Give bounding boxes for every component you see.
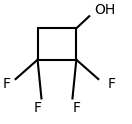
Text: F: F: [107, 77, 115, 91]
Text: OH: OH: [94, 3, 116, 17]
Text: F: F: [72, 101, 80, 115]
Text: F: F: [3, 77, 11, 91]
Text: F: F: [34, 101, 42, 115]
